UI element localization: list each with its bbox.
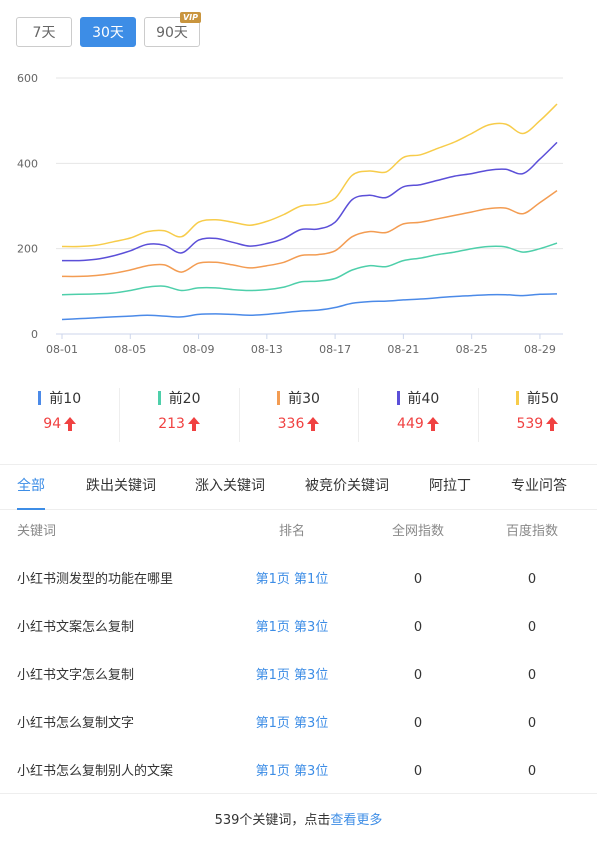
tab-gained-keywords[interactable]: 涨入关键词 [195,478,265,494]
tab-dropped-keywords[interactable]: 跌出关键词 [86,478,156,494]
table-footer: 539个关键词，点击查看更多 [0,793,597,841]
y-tick-label: 400 [17,157,38,170]
series-line-5 [61,103,558,248]
series-line-3 [61,189,558,278]
x-tick-label: 08-13 [251,343,283,356]
rank-link[interactable]: 第1页 第3位 [255,716,329,731]
x-tick-label: 08-17 [319,343,351,356]
total-index-cell: 0 [413,716,423,731]
keyword-cell: 小红书测发型的功能在哪里 [17,572,174,587]
up-arrow-icon [64,417,77,431]
series-line-2 [61,242,558,296]
range-tabs: 7天 30天 90天 VIP [16,12,201,47]
stat-label: 前10 [49,391,82,407]
rank-link[interactable]: 第1页 第3位 [255,668,329,683]
keyword-cell: 小红书怎么复制文字 [17,716,135,731]
vip-badge: VIP [179,12,201,23]
baidu-index-cell: 0 [527,764,537,779]
x-tick-label: 08-05 [114,343,146,356]
table-header: 关键词 排名 全网指数 百度指数 [0,520,597,544]
tab-bidded-keywords[interactable]: 被竞价关键词 [305,478,389,494]
x-tick-label: 08-09 [183,343,215,356]
table-row: 小红书文案怎么复制 第1页 第3位 0 0 [0,616,597,640]
stat-top40: 前40 449 [358,380,477,446]
rank-link[interactable]: 第1页 第1位 [255,572,329,587]
baidu-index-cell: 0 [527,572,537,587]
baidu-index-cell: 0 [527,716,537,731]
range-30-days-button[interactable]: 30天 [80,17,136,47]
table-row: 小红书怎么复制别人的文案 第1页 第3位 0 0 [0,760,597,784]
y-tick-label: 600 [17,72,38,85]
stat-label: 前30 [288,391,320,407]
range-7-days-button[interactable]: 7天 [16,17,72,47]
header-keyword: 关键词 [17,524,57,539]
baidu-index-cell: 0 [527,668,537,683]
divider [0,464,597,465]
up-arrow-icon [426,417,439,431]
y-tick-label: 0 [31,328,38,341]
stat-value: 94 [43,416,62,432]
y-tick-label: 200 [17,243,38,256]
rank-link[interactable]: 第1页 第3位 [255,764,329,779]
view-more-link[interactable]: 查看更多 [330,813,383,828]
series-line-4 [61,141,558,262]
stat-color-bar [157,391,161,405]
keyword-count-text: 539个关键词，点击 [214,813,331,828]
stat-color-bar [396,391,400,405]
total-index-cell: 0 [413,764,423,779]
keyword-tabs: 全部 跌出关键词 涨入关键词 被竞价关键词 阿拉丁 专业问答 [0,465,597,510]
stat-color-bar [515,391,519,405]
stat-value: 213 [158,416,185,432]
range-90-days-label: 90天 [156,25,188,41]
range-90-days-button[interactable]: 90天 VIP [144,12,201,47]
keyword-cell: 小红书文案怎么复制 [17,620,135,635]
stat-label: 前50 [526,391,559,407]
stat-value: 539 [516,416,544,432]
total-index-cell: 0 [413,572,423,587]
stat-top10: 前10 94 [0,380,119,446]
x-tick-label: 08-01 [46,343,78,356]
header-total-index: 全网指数 [391,524,444,539]
baidu-index-cell: 0 [527,620,537,635]
keyword-cell: 小红书文字怎么复制 [17,668,135,683]
x-tick-label: 08-21 [387,343,419,356]
tab-aladdin[interactable]: 阿拉丁 [429,478,471,494]
up-arrow-icon [546,417,559,431]
header-rank: 排名 [278,524,305,539]
up-arrow-icon [307,417,320,431]
stat-value: 336 [277,416,305,432]
stat-top20: 前20 213 [119,380,238,446]
total-index-cell: 0 [413,620,423,635]
series-line-1 [61,293,558,321]
range-30-days-label: 30天 [92,25,124,41]
ranking-stats: 前10 94 前20 213 前30 336 前40 449 前50 539 [0,380,597,446]
table-row: 小红书测发型的功能在哪里 第1页 第1位 0 0 [0,568,597,592]
stat-top50: 前50 539 [477,380,597,446]
stat-top30: 前30 336 [238,380,358,446]
tab-all[interactable]: 全部 [17,465,45,510]
header-baidu-index: 百度指数 [505,524,558,539]
stat-color-bar [38,391,42,405]
range-7-days-label: 7天 [32,25,56,41]
tab-expert-qa[interactable]: 专业问答 [511,478,567,494]
keyword-cell: 小红书怎么复制别人的文案 [17,764,174,779]
table-row: 小红书文字怎么复制 第1页 第3位 0 0 [0,664,597,688]
table-row: 小红书怎么复制文字 第1页 第3位 0 0 [0,712,597,736]
total-index-cell: 0 [413,668,423,683]
rank-link[interactable]: 第1页 第3位 [255,620,329,635]
stat-value: 449 [397,416,424,432]
stat-label: 前20 [168,391,201,407]
x-tick-label: 08-25 [456,343,488,356]
keyword-ranking-line-chart: 0 200 400 600 08-01 08-05 08-09 08-13 08-17 08-21… [17,72,563,356]
stat-label: 前40 [407,391,440,407]
up-arrow-icon [187,417,200,431]
stat-color-bar [277,391,281,405]
x-tick-label: 08-29 [524,343,556,356]
